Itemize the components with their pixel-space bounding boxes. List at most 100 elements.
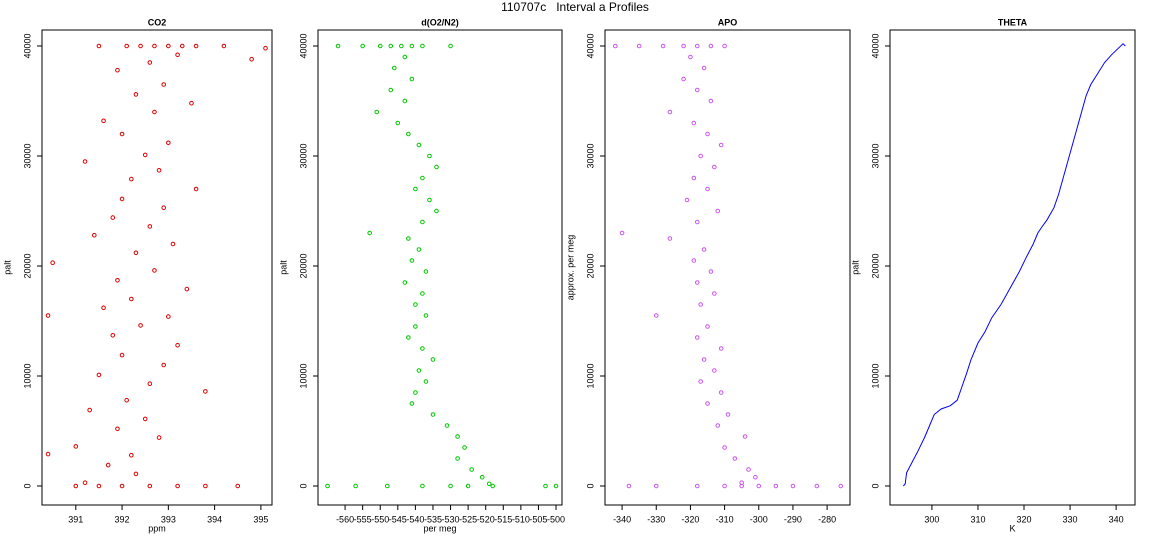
- point: [406, 131, 411, 137]
- point: [175, 483, 180, 489]
- point: [553, 483, 559, 489]
- point: [82, 480, 88, 486]
- point: [73, 444, 79, 449]
- point: [423, 379, 429, 384]
- point: [87, 407, 92, 413]
- x-axis-label: per meg: [423, 523, 456, 533]
- point: [712, 368, 717, 373]
- point: [701, 247, 707, 252]
- x-tick-label: -540: [406, 514, 424, 524]
- point: [96, 483, 102, 489]
- x-tick-label: 394: [207, 514, 222, 524]
- x-tick-label: 393: [161, 514, 176, 524]
- point: [249, 56, 254, 62]
- point: [147, 60, 153, 65]
- point: [119, 483, 125, 489]
- point: [712, 291, 717, 296]
- point: [384, 483, 390, 489]
- point: [133, 92, 139, 97]
- point: [416, 142, 422, 148]
- point: [465, 483, 471, 489]
- point: [420, 483, 425, 489]
- point: [142, 152, 148, 158]
- x-tick-label: -515: [494, 514, 512, 524]
- point: [427, 153, 432, 159]
- point: [756, 483, 762, 489]
- point: [409, 258, 415, 263]
- point: [175, 342, 180, 348]
- point: [413, 324, 418, 329]
- point: [133, 250, 139, 256]
- y-axis-label: palt: [278, 260, 288, 275]
- point: [402, 54, 408, 60]
- point: [45, 313, 51, 318]
- point: [420, 43, 425, 49]
- y-tick-label: 0: [298, 483, 308, 488]
- point: [133, 471, 139, 477]
- point: [667, 236, 673, 241]
- point: [170, 241, 176, 247]
- x-axis-label: K: [1009, 523, 1015, 533]
- point: [420, 219, 425, 225]
- point: [722, 483, 727, 489]
- x-tick-label: -310: [716, 514, 734, 524]
- point: [147, 224, 153, 229]
- point: [110, 333, 116, 338]
- panel-title: d(O2/N2): [421, 17, 459, 27]
- y-tick-label: 20000: [585, 253, 595, 278]
- point: [434, 164, 439, 170]
- point: [790, 483, 796, 489]
- point: [156, 435, 162, 440]
- point: [708, 98, 714, 104]
- x-tick-label: -550: [371, 514, 389, 524]
- panel-title: APO: [718, 17, 738, 27]
- y-tick-label: 40000: [22, 33, 32, 58]
- point: [96, 372, 102, 378]
- point: [718, 142, 724, 148]
- point: [742, 434, 748, 439]
- point: [722, 43, 727, 49]
- x-tick-label: 300: [924, 514, 939, 524]
- x-tick-label: -530: [442, 514, 460, 524]
- point: [694, 87, 700, 93]
- point: [353, 483, 358, 489]
- point: [161, 82, 167, 87]
- point: [395, 120, 401, 126]
- point: [166, 43, 171, 49]
- point: [469, 467, 474, 472]
- point: [175, 52, 180, 58]
- point: [409, 76, 415, 82]
- point: [374, 109, 380, 115]
- point: [119, 131, 125, 137]
- point: [147, 381, 153, 387]
- point: [152, 268, 157, 273]
- point: [490, 483, 496, 489]
- y-tick-label: 40000: [870, 33, 880, 58]
- point: [101, 118, 106, 124]
- point: [773, 483, 779, 489]
- point: [698, 379, 703, 384]
- point: [626, 483, 632, 489]
- point: [360, 43, 365, 49]
- x-tick-label: 340: [1109, 514, 1124, 524]
- point: [203, 389, 208, 394]
- x-tick-label: 391: [68, 514, 83, 524]
- point: [406, 236, 411, 241]
- point: [479, 474, 485, 480]
- point: [684, 197, 690, 203]
- point: [416, 247, 422, 252]
- x-tick-label: -290: [784, 514, 802, 524]
- x-tick-label: -525: [459, 514, 477, 524]
- plot-frame: [41, 29, 273, 506]
- y-tick-label: 30000: [585, 143, 595, 168]
- point: [688, 54, 693, 60]
- x-tick-label: 392: [115, 514, 130, 524]
- point: [543, 483, 548, 489]
- point: [82, 159, 88, 164]
- point: [708, 269, 714, 274]
- point: [115, 278, 120, 283]
- point: [115, 67, 120, 73]
